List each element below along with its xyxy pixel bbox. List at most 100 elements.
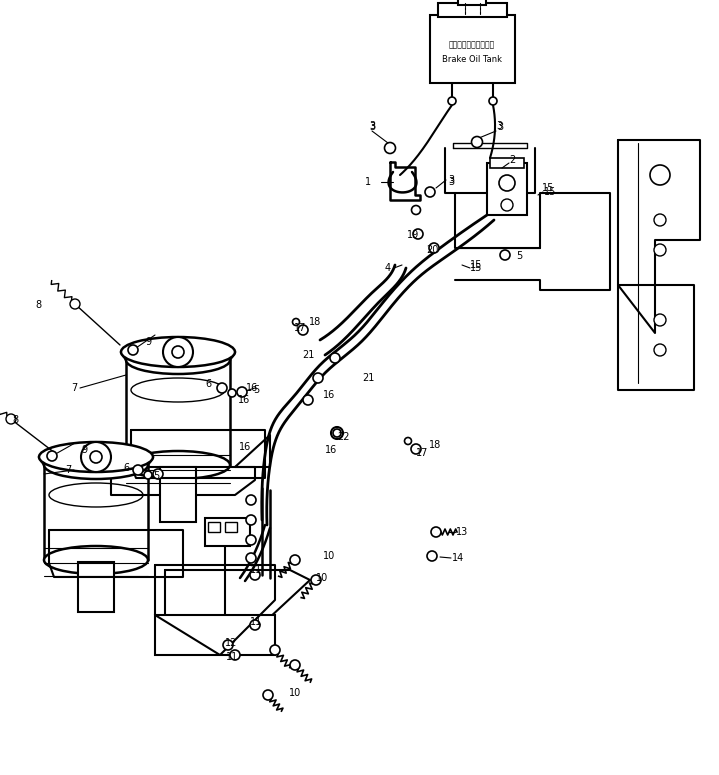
- Circle shape: [133, 465, 143, 475]
- Circle shape: [500, 250, 510, 260]
- Circle shape: [411, 205, 421, 215]
- Circle shape: [47, 451, 57, 461]
- Circle shape: [250, 570, 260, 580]
- Circle shape: [331, 427, 343, 439]
- Circle shape: [6, 414, 16, 424]
- Circle shape: [427, 551, 437, 561]
- Circle shape: [230, 650, 240, 660]
- Circle shape: [293, 319, 300, 326]
- Text: 15: 15: [470, 263, 482, 273]
- Circle shape: [228, 389, 236, 397]
- Circle shape: [246, 535, 256, 545]
- Ellipse shape: [121, 337, 235, 367]
- Text: 16: 16: [239, 442, 251, 452]
- Ellipse shape: [44, 546, 148, 574]
- Circle shape: [290, 555, 300, 565]
- Circle shape: [128, 345, 138, 355]
- Bar: [225, 522, 237, 532]
- Circle shape: [429, 243, 439, 253]
- Text: 17: 17: [294, 323, 306, 333]
- Text: 9: 9: [145, 337, 151, 347]
- Bar: [487, 163, 527, 215]
- Bar: [205, 518, 250, 546]
- Ellipse shape: [39, 442, 153, 472]
- Circle shape: [501, 199, 513, 211]
- Text: 15: 15: [470, 260, 482, 270]
- Text: 8: 8: [12, 415, 18, 425]
- Circle shape: [431, 527, 441, 537]
- Text: 14: 14: [452, 553, 464, 563]
- Circle shape: [246, 515, 256, 525]
- Text: 5: 5: [253, 385, 259, 395]
- Text: 3: 3: [496, 121, 502, 131]
- Circle shape: [311, 575, 321, 585]
- Circle shape: [654, 344, 666, 356]
- Text: 18: 18: [429, 440, 441, 450]
- Text: 16: 16: [238, 395, 250, 405]
- Circle shape: [654, 314, 666, 326]
- Text: 3: 3: [369, 122, 375, 132]
- Circle shape: [411, 444, 421, 454]
- Circle shape: [246, 553, 256, 563]
- Text: 3: 3: [448, 175, 454, 185]
- Bar: [155, 615, 275, 655]
- Circle shape: [448, 97, 456, 105]
- Circle shape: [303, 395, 313, 405]
- Text: 13: 13: [456, 527, 468, 537]
- Circle shape: [270, 645, 280, 655]
- Circle shape: [290, 660, 300, 670]
- Text: 8: 8: [35, 300, 41, 310]
- Text: 1: 1: [365, 177, 371, 187]
- Circle shape: [654, 244, 666, 256]
- Circle shape: [330, 353, 340, 363]
- Circle shape: [90, 451, 102, 463]
- Text: 6: 6: [123, 463, 129, 473]
- Text: 7: 7: [71, 383, 77, 393]
- Text: 10: 10: [323, 551, 335, 561]
- Circle shape: [237, 387, 247, 397]
- Bar: [160, 467, 196, 522]
- Text: 21: 21: [362, 373, 374, 383]
- Circle shape: [144, 471, 152, 479]
- Bar: [430, 15, 515, 83]
- Circle shape: [217, 383, 227, 393]
- Text: 11: 11: [250, 617, 262, 627]
- Text: 3: 3: [369, 121, 375, 131]
- Circle shape: [172, 346, 184, 358]
- Text: 11: 11: [226, 652, 238, 662]
- Circle shape: [313, 373, 323, 383]
- Ellipse shape: [44, 451, 148, 479]
- Circle shape: [298, 325, 308, 335]
- Circle shape: [650, 165, 670, 185]
- Bar: [490, 158, 524, 168]
- Text: 15: 15: [544, 187, 557, 197]
- Text: Brake Oil Tank: Brake Oil Tank: [442, 54, 502, 64]
- Circle shape: [163, 337, 193, 367]
- Text: 10: 10: [316, 573, 328, 583]
- Text: 5: 5: [153, 471, 159, 481]
- Bar: [78, 562, 114, 612]
- Circle shape: [472, 136, 482, 147]
- Text: 9: 9: [81, 445, 87, 455]
- Circle shape: [425, 187, 435, 197]
- Circle shape: [250, 620, 260, 630]
- Circle shape: [246, 495, 256, 505]
- Circle shape: [405, 438, 411, 445]
- Text: 18: 18: [309, 317, 321, 327]
- Ellipse shape: [126, 346, 230, 374]
- Circle shape: [333, 429, 341, 437]
- Circle shape: [413, 229, 423, 239]
- Text: 19: 19: [407, 230, 419, 240]
- Text: 5: 5: [516, 251, 522, 261]
- Text: 10: 10: [289, 688, 301, 698]
- Text: 17: 17: [416, 448, 429, 458]
- Text: 20: 20: [426, 245, 438, 255]
- Text: 16: 16: [325, 445, 337, 455]
- Circle shape: [81, 442, 111, 472]
- Text: 22: 22: [338, 432, 350, 442]
- Bar: [438, 3, 507, 17]
- Circle shape: [70, 299, 80, 309]
- Text: ブレーキオイルタンク: ブレーキオイルタンク: [449, 40, 495, 50]
- Circle shape: [385, 143, 395, 153]
- Text: 3: 3: [448, 177, 454, 187]
